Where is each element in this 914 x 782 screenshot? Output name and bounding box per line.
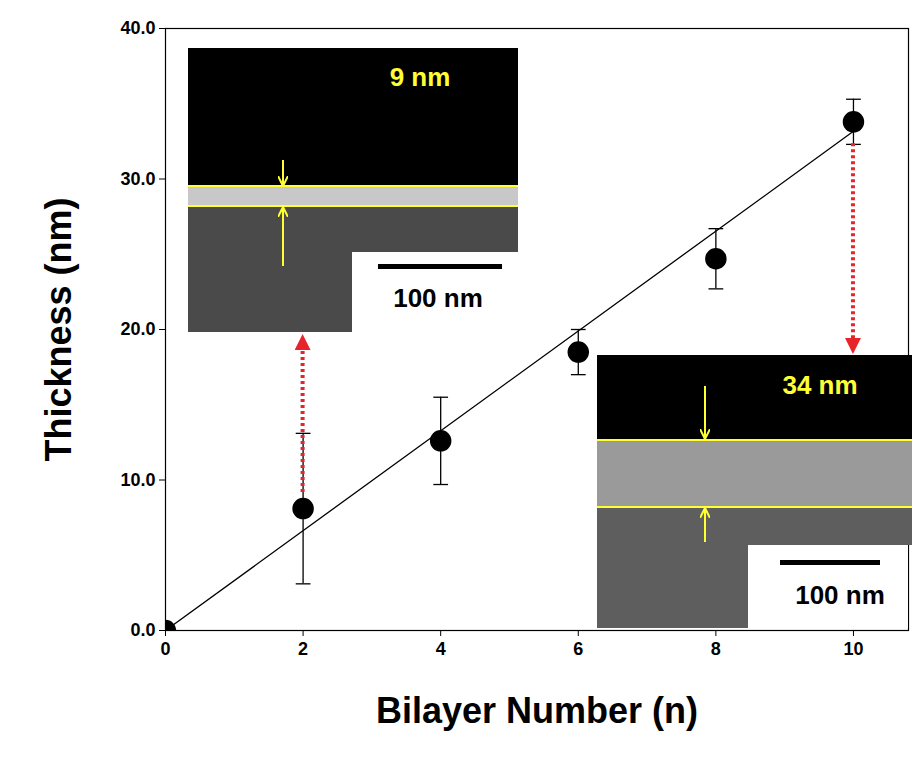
svg-text:100 nm: 100 nm [393,283,483,313]
svg-text:10: 10 [843,639,863,659]
svg-text:6: 6 [573,639,583,659]
svg-text:10.0: 10.0 [120,470,155,490]
svg-text:40.0: 40.0 [120,18,155,38]
svg-text:8: 8 [711,639,721,659]
svg-text:4: 4 [436,639,446,659]
svg-text:30.0: 30.0 [120,169,155,189]
svg-text:20.0: 20.0 [120,319,155,339]
svg-text:0: 0 [160,639,170,659]
svg-text:34 nm: 34 nm [782,370,857,400]
svg-text:2: 2 [298,639,308,659]
svg-text:0.0: 0.0 [130,620,155,640]
svg-text:100 nm: 100 nm [795,580,885,610]
svg-text:9 nm: 9 nm [390,62,451,92]
svg-text:Thickness (nm): Thickness (nm) [38,197,79,461]
svg-text:Bilayer Number (n): Bilayer Number (n) [376,690,698,731]
